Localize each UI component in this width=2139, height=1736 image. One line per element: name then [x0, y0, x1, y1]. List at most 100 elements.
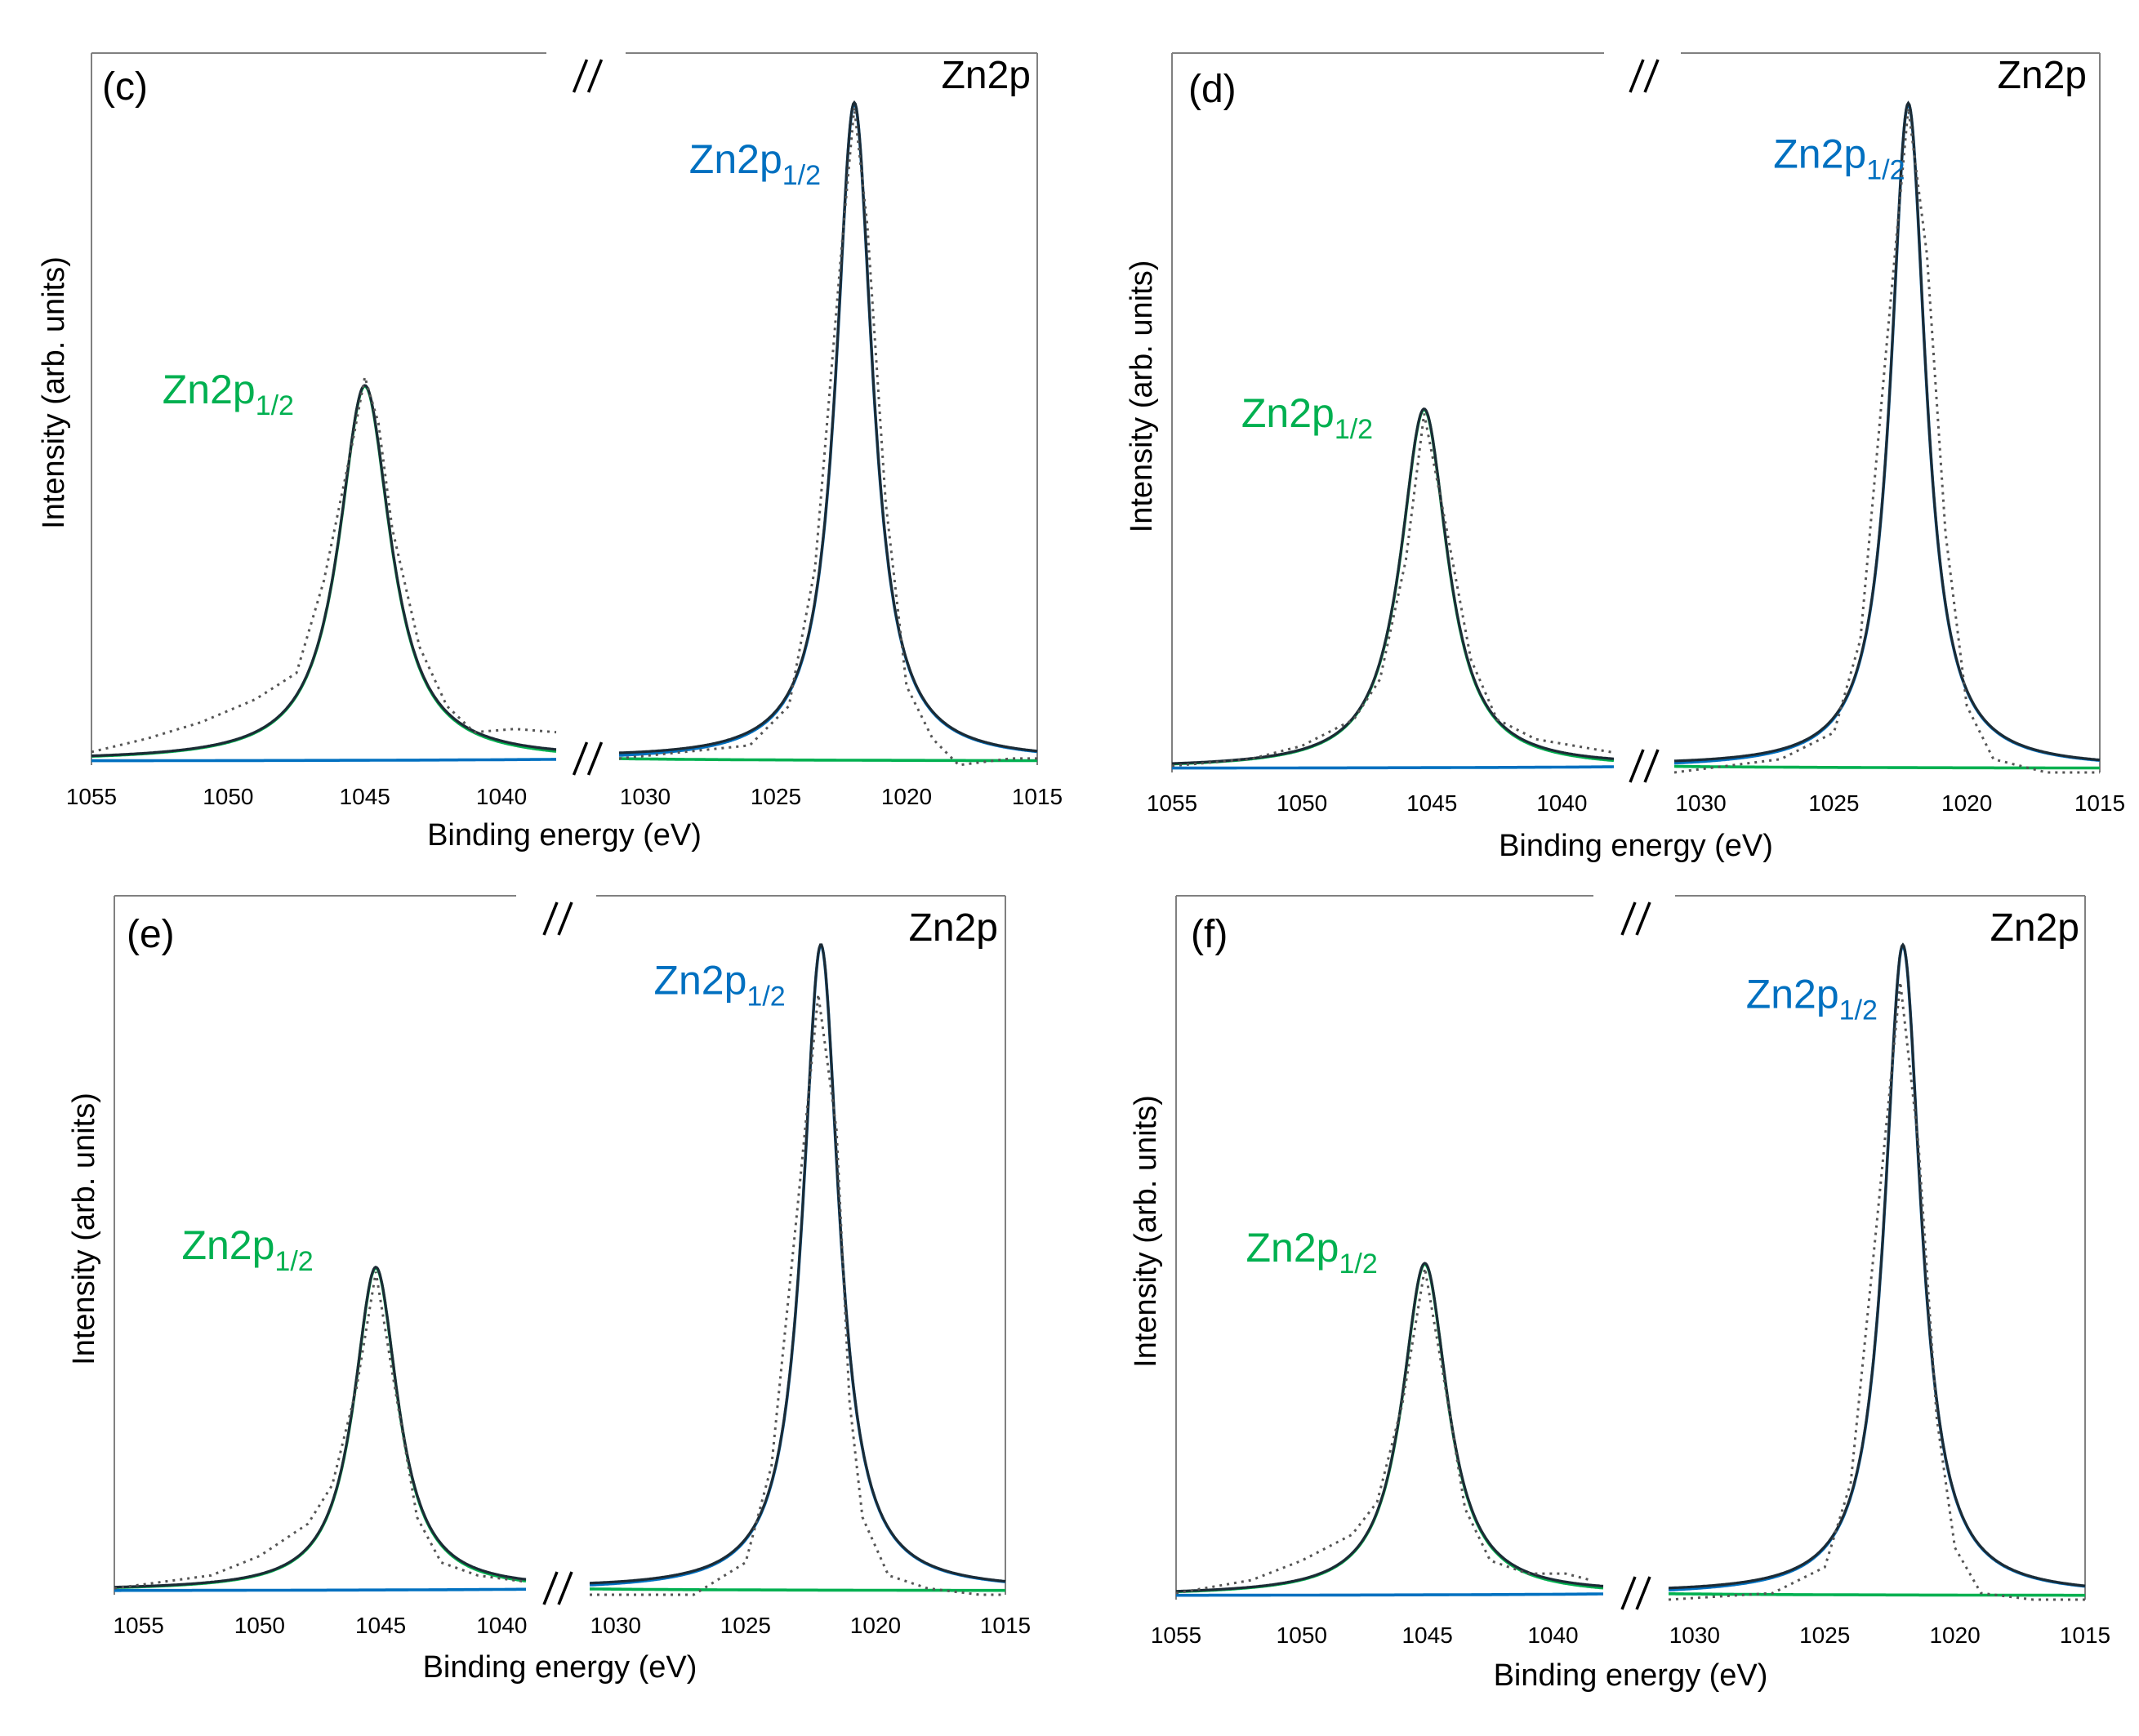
axis-break-slash [542, 1571, 559, 1605]
peak-label-text: Zn2p [1241, 390, 1335, 436]
axis-break-top [542, 901, 573, 936]
series-green [114, 1266, 1005, 1592]
x-tick-label: 1045 [340, 784, 390, 809]
chart-title: Zn2p [909, 906, 998, 950]
data-points-left [114, 1271, 527, 1590]
y-axis-label: Intensity (arb. units) [37, 256, 71, 529]
peak-label-subscript: 1/2 [746, 982, 785, 1013]
peak-label-subscript: 1/2 [274, 1246, 313, 1277]
x-tick-label: 1020 [881, 784, 932, 809]
panel-label: (f) [1191, 913, 1228, 956]
data-points-left [91, 376, 557, 754]
peak-label-text: Zn2p [1246, 1225, 1339, 1271]
series-line-left [91, 758, 556, 763]
chart-title: Zn2p [942, 54, 1031, 97]
series-line-left [114, 1587, 526, 1592]
x-tick-label: 1040 [476, 784, 527, 809]
x-axis-label: Binding energy (eV) [423, 1650, 697, 1685]
series-line-left [1175, 1262, 1604, 1594]
peak-label-text: Zn2p [181, 1222, 274, 1268]
peak-label-subscript: 1/2 [1335, 414, 1373, 445]
x-tick-label: 1050 [1277, 790, 1327, 816]
series-line-left [114, 1266, 527, 1589]
axis-break-slash [542, 901, 559, 936]
series-blue [114, 944, 1006, 1592]
x-tick-label: 1050 [234, 1613, 285, 1638]
x-axis-label: Binding energy (eV) [1499, 829, 1773, 863]
peak-label-subscript: 1/2 [1839, 995, 1878, 1026]
series-fit [1176, 942, 2086, 1593]
series-line-left [1176, 1592, 1603, 1597]
axis-break-bottom [1629, 749, 1660, 783]
peak-label-blue: Zn2p1/2 [689, 136, 821, 191]
series-line-right [619, 100, 1038, 757]
peak-label-subscript: 1/2 [1339, 1249, 1377, 1280]
axis-break-slash [572, 59, 589, 93]
peak-label-text: Zn2p [1773, 131, 1866, 176]
y-axis-label: Intensity (arb. units) [1125, 260, 1159, 533]
panel-label: (d) [1188, 68, 1237, 111]
x-tick-label: 1055 [66, 784, 117, 809]
series-experimental [91, 107, 1037, 767]
panel-label: (e) [127, 913, 175, 956]
series-line-left [1176, 1262, 1604, 1593]
data-points-left [1171, 413, 1615, 768]
series-fit [114, 943, 1006, 1589]
x-tick-label: 1055 [113, 1613, 163, 1638]
axis-break-slash [1629, 59, 1645, 93]
data-points-right [1673, 107, 2100, 774]
x-tick-label: 1020 [1941, 790, 1992, 816]
peak-label-text: Zn2p [653, 958, 746, 1004]
peak-label-text: Zn2p [1746, 971, 1839, 1017]
series-line-right [589, 944, 1006, 1587]
chart-title: Zn2p [1998, 54, 2087, 97]
axis-break-bottom [542, 1571, 573, 1605]
x-tick-label: 1050 [203, 784, 253, 809]
peak-label-green: Zn2p1/2 [1241, 390, 1373, 445]
axis-break-slash [557, 901, 573, 936]
axis-break-slash [1643, 749, 1660, 783]
axis-break-slash [1620, 901, 1637, 936]
y-axis-label: Intensity (arb. units) [1129, 1095, 1163, 1368]
x-tick-label: 1020 [1929, 1622, 1980, 1648]
axis-break-slash [586, 741, 604, 776]
series-experimental [114, 994, 1005, 1596]
x-tick-label: 1045 [1406, 790, 1457, 816]
series-experimental [1175, 982, 2085, 1601]
peak-label-subscript: 1/2 [782, 160, 821, 191]
data-points-right [1668, 982, 2085, 1601]
x-tick-label: 1040 [476, 1613, 527, 1638]
panel-label: (c) [102, 65, 148, 109]
x-tick-label: 1015 [2060, 1622, 2110, 1648]
axis-break-slash [557, 1571, 573, 1605]
peak-label-subscript: 1/2 [1866, 154, 1905, 185]
series-line-left [1171, 407, 1615, 765]
chart-panel: 1055 1050 1045 1040 1030 1025 1020 1015 Binding … [1125, 52, 2125, 863]
peak-label-green: Zn2p1/2 [181, 1222, 313, 1277]
series-blue [1172, 100, 2101, 770]
chart-panel: 1055 1050 1045 1040 1030 1025 1020 1015 Binding … [67, 895, 1031, 1685]
series-green [91, 385, 1037, 763]
x-tick-label: 1015 [1012, 784, 1063, 809]
series-line-left [114, 1266, 527, 1589]
axis-break-slash [572, 741, 589, 776]
series-line-left [91, 384, 557, 758]
series-line-left [1172, 407, 1615, 766]
x-axis-label: Binding energy (eV) [427, 818, 702, 852]
peak-label-blue: Zn2p1/2 [653, 958, 785, 1013]
series-line-right [1669, 1592, 2085, 1597]
axis-break-top [1629, 59, 1660, 93]
x-tick-label: 1055 [1151, 1622, 1201, 1648]
axis-break-slash [1620, 1576, 1637, 1610]
chart-title: Zn2p [1990, 906, 2079, 950]
series-line-right [1673, 100, 2101, 763]
axis-break-top [572, 59, 604, 93]
x-tick-label: 1030 [590, 1613, 641, 1638]
series-line-right [1669, 942, 2086, 1590]
axis-break-slash [1635, 1576, 1651, 1610]
data-points-left [1175, 1267, 1591, 1595]
series-line-left [91, 385, 557, 758]
peak-label-subscript: 1/2 [256, 390, 294, 421]
x-tick-label: 1020 [850, 1613, 901, 1638]
series-line-right [590, 943, 1006, 1585]
